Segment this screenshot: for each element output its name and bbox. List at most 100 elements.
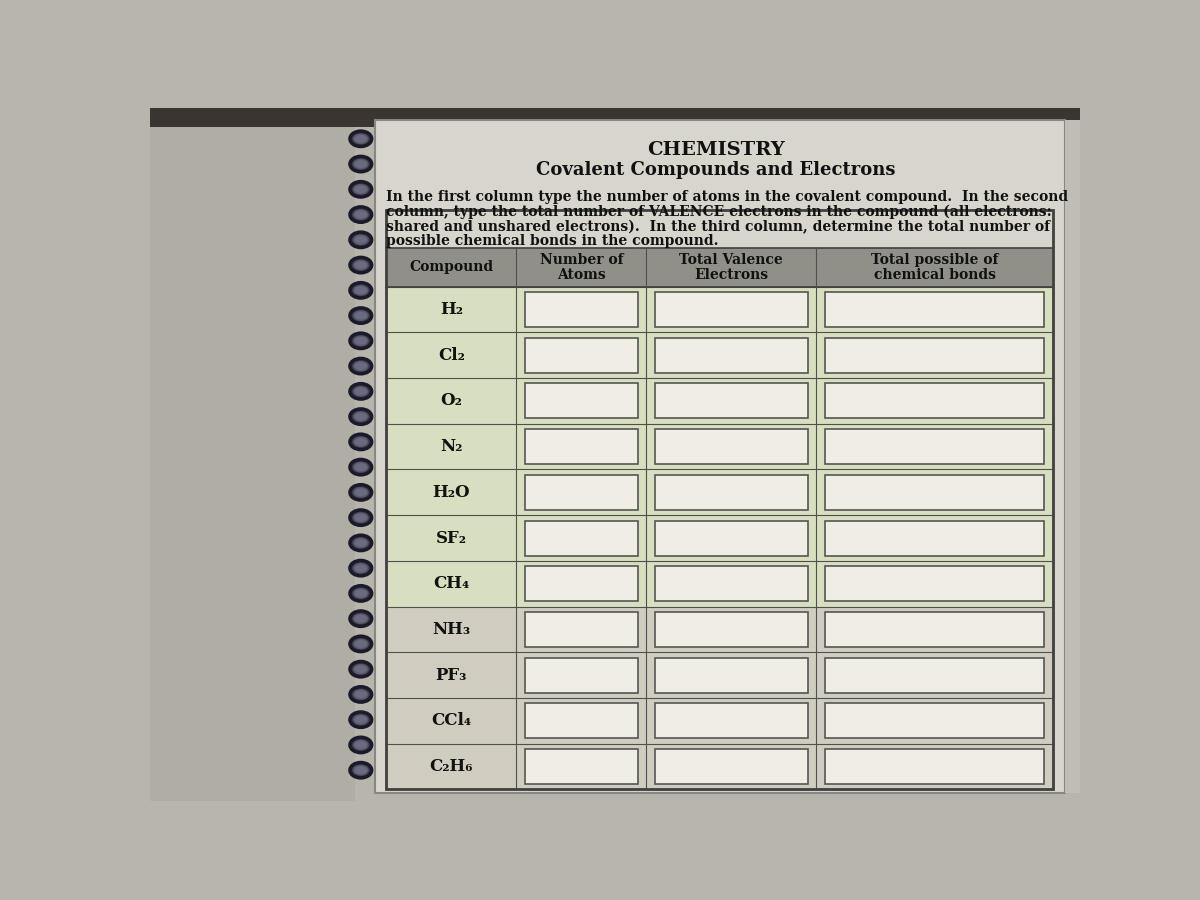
FancyBboxPatch shape: [655, 292, 808, 327]
Bar: [386, 210, 1052, 789]
Bar: [386, 698, 1052, 743]
Ellipse shape: [350, 561, 372, 576]
FancyBboxPatch shape: [655, 612, 808, 647]
Ellipse shape: [350, 737, 372, 752]
FancyBboxPatch shape: [524, 383, 637, 418]
Text: possible chemical bonds in the compound.: possible chemical bonds in the compound.: [386, 234, 719, 248]
FancyBboxPatch shape: [524, 566, 637, 601]
Ellipse shape: [354, 689, 367, 699]
Ellipse shape: [354, 412, 367, 421]
FancyBboxPatch shape: [824, 292, 1044, 327]
Text: Total Valence: Total Valence: [679, 253, 784, 266]
Ellipse shape: [350, 611, 372, 626]
Text: Atoms: Atoms: [557, 268, 606, 282]
Text: SF₂: SF₂: [436, 529, 467, 546]
Ellipse shape: [350, 712, 372, 727]
Bar: [386, 332, 1052, 378]
FancyBboxPatch shape: [824, 338, 1044, 373]
Text: CHEMISTRY: CHEMISTRY: [647, 141, 785, 159]
FancyBboxPatch shape: [655, 704, 808, 738]
Ellipse shape: [350, 510, 372, 526]
Ellipse shape: [350, 662, 372, 677]
Bar: [386, 248, 1052, 789]
Ellipse shape: [350, 308, 372, 323]
Ellipse shape: [354, 614, 367, 624]
Bar: [386, 743, 1052, 789]
FancyBboxPatch shape: [655, 566, 808, 601]
FancyBboxPatch shape: [824, 658, 1044, 693]
FancyBboxPatch shape: [524, 612, 637, 647]
Bar: [150, 108, 355, 801]
FancyBboxPatch shape: [655, 658, 808, 693]
Ellipse shape: [354, 134, 367, 143]
Ellipse shape: [350, 283, 372, 298]
Ellipse shape: [354, 563, 367, 572]
Bar: [386, 378, 1052, 424]
FancyBboxPatch shape: [824, 475, 1044, 509]
Text: CH₄: CH₄: [433, 575, 469, 592]
Ellipse shape: [354, 664, 367, 674]
Ellipse shape: [350, 182, 372, 197]
FancyBboxPatch shape: [824, 383, 1044, 418]
FancyBboxPatch shape: [524, 704, 637, 738]
Bar: [374, 120, 1064, 793]
Ellipse shape: [354, 589, 367, 598]
Ellipse shape: [350, 232, 372, 248]
Ellipse shape: [350, 257, 372, 273]
FancyBboxPatch shape: [824, 520, 1044, 555]
FancyBboxPatch shape: [824, 749, 1044, 784]
Bar: [386, 286, 1052, 332]
FancyBboxPatch shape: [655, 338, 808, 373]
Bar: [1064, 120, 1080, 793]
FancyBboxPatch shape: [824, 612, 1044, 647]
Ellipse shape: [354, 513, 367, 522]
Text: C₂H₆: C₂H₆: [430, 758, 473, 775]
Text: shared and unshared electrons).  In the third column, determine the total number: shared and unshared electrons). In the t…: [386, 220, 1050, 234]
Ellipse shape: [354, 387, 367, 396]
FancyBboxPatch shape: [824, 429, 1044, 464]
Ellipse shape: [354, 538, 367, 547]
Text: Covalent Compounds and Electrons: Covalent Compounds and Electrons: [536, 160, 895, 178]
Text: In the first column type the number of atoms in the covalent compound.  In the s: In the first column type the number of a…: [386, 191, 1068, 204]
Text: Total possible of: Total possible of: [871, 253, 998, 266]
Text: NH₃: NH₃: [432, 621, 470, 638]
FancyBboxPatch shape: [524, 520, 637, 555]
Ellipse shape: [350, 459, 372, 475]
Ellipse shape: [354, 741, 367, 750]
Text: chemical bonds: chemical bonds: [874, 268, 996, 282]
FancyBboxPatch shape: [655, 520, 808, 555]
Text: H₂: H₂: [440, 301, 463, 318]
Ellipse shape: [350, 636, 372, 652]
FancyBboxPatch shape: [655, 429, 808, 464]
Text: O₂: O₂: [440, 392, 462, 410]
Ellipse shape: [350, 358, 372, 374]
Ellipse shape: [354, 716, 367, 724]
Ellipse shape: [354, 210, 367, 220]
Bar: [386, 515, 1052, 561]
Bar: [386, 607, 1052, 652]
Ellipse shape: [350, 485, 372, 500]
Ellipse shape: [350, 536, 372, 551]
Ellipse shape: [354, 337, 367, 346]
Ellipse shape: [350, 333, 372, 348]
FancyBboxPatch shape: [524, 338, 637, 373]
Ellipse shape: [350, 687, 372, 702]
Text: column, type the total number of VALENCE electrons in the compound (all electron: column, type the total number of VALENCE…: [386, 205, 1052, 220]
Ellipse shape: [354, 437, 367, 446]
Bar: [386, 248, 1052, 286]
Bar: [150, 108, 1080, 127]
Ellipse shape: [350, 762, 372, 778]
Ellipse shape: [354, 285, 367, 295]
Text: Number of: Number of: [540, 253, 623, 266]
Ellipse shape: [350, 157, 372, 172]
Text: Compound: Compound: [409, 260, 493, 274]
FancyBboxPatch shape: [655, 383, 808, 418]
Ellipse shape: [354, 362, 367, 371]
Ellipse shape: [350, 586, 372, 601]
Ellipse shape: [350, 131, 372, 147]
Ellipse shape: [354, 488, 367, 497]
Text: PF₃: PF₃: [436, 667, 467, 684]
Bar: [386, 470, 1052, 515]
FancyBboxPatch shape: [524, 658, 637, 693]
Ellipse shape: [354, 639, 367, 649]
